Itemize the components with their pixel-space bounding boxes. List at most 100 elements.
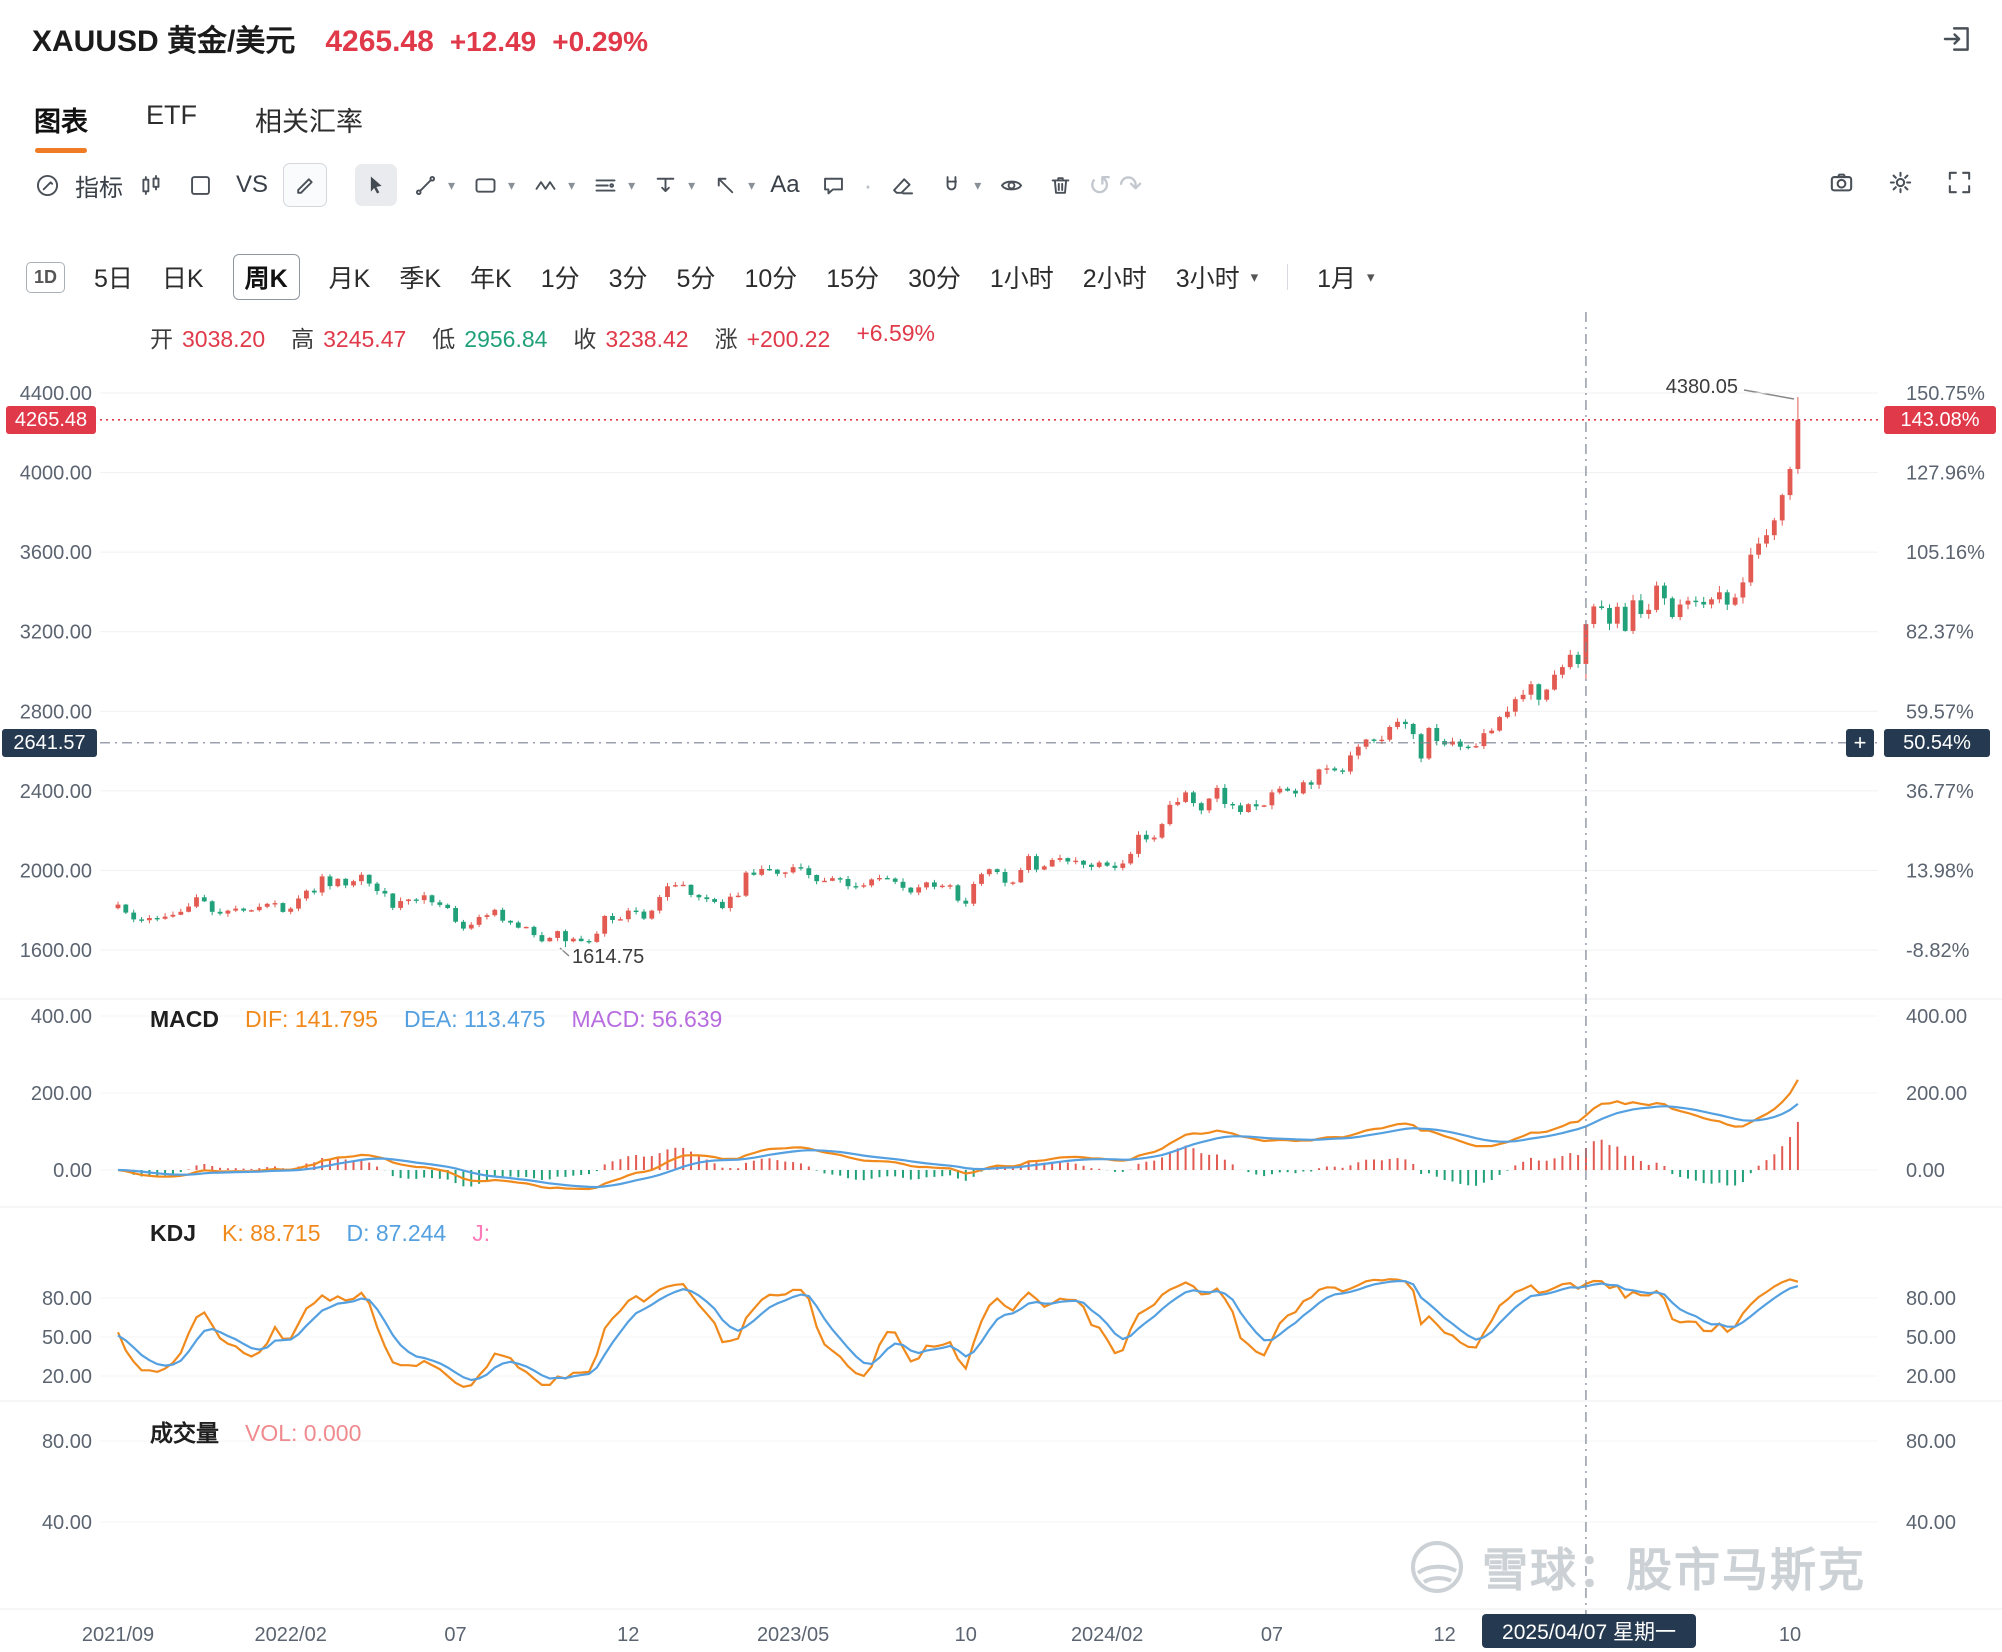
indicator-button[interactable]: [26, 164, 68, 206]
kdj-k-line: [116, 1278, 1799, 1388]
pct-axis-label: 36.77%: [1906, 781, 1974, 803]
close-label: 收: [573, 326, 597, 352]
delete-drawings-button[interactable]: [1039, 164, 1081, 206]
chevron-down-icon[interactable]: ▾: [448, 176, 456, 193]
chevron-down-icon[interactable]: ▾: [508, 176, 516, 193]
kdj-title[interactable]: KDJ: [150, 1220, 197, 1246]
fullscreen-button[interactable]: [1945, 168, 1974, 202]
chevron-down-icon[interactable]: ▾: [568, 176, 576, 193]
last-price-badge: 4265.48: [6, 406, 96, 434]
period-15min[interactable]: 15分: [826, 265, 880, 293]
vol-axis-label: 40.00: [1906, 1512, 1956, 1534]
watermark-text: 雪球：股市马斯克: [1482, 1544, 1866, 1596]
rectangle-icon: [475, 177, 496, 193]
macd-title[interactable]: MACD: [150, 1006, 219, 1032]
camera-icon: [1830, 173, 1853, 192]
visibility-toggle-button[interactable]: [990, 164, 1032, 206]
kdj-axis-label: 50.00: [42, 1327, 92, 1349]
eraser-tool-button[interactable]: [881, 164, 923, 206]
period-30min[interactable]: 30分: [908, 265, 961, 293]
vol-axis-label: 40.00: [42, 1512, 92, 1534]
macd-axis-label: 400.00: [31, 1006, 92, 1028]
cursor-icon: [370, 176, 382, 193]
period-quarterly[interactable]: 季K: [399, 265, 442, 293]
period-yearly[interactable]: 年K: [470, 265, 512, 293]
shape-tool-button[interactable]: [464, 164, 506, 206]
arrow-tool-button[interactable]: [704, 164, 746, 206]
candlestick-style-button[interactable]: [130, 164, 172, 206]
watermark: 雪球：股市马斯克: [1408, 1534, 1866, 1600]
price-axis-label: 2000.00: [20, 860, 92, 882]
parallel-lines-tool-button[interactable]: [584, 164, 626, 206]
expand-icon: [1948, 171, 1971, 194]
period-5d[interactable]: 5日: [94, 265, 133, 293]
chart-plot-area[interactable]: [100, 310, 1878, 1610]
chart-settings-button[interactable]: [1886, 168, 1915, 202]
export-icon[interactable]: [1940, 22, 1974, 56]
macd-dea-line: [117, 1103, 1799, 1189]
tab-etf[interactable]: ETF: [146, 100, 197, 130]
macd-dif-value: DIF: 141.795: [245, 1006, 378, 1032]
trendline-tool-button[interactable]: [404, 164, 446, 206]
low-annotation: 1614.75: [572, 946, 645, 968]
undo-button[interactable]: ↺: [1088, 169, 1112, 201]
crosshair-pct-badge: 50.54%: [1884, 729, 1990, 757]
price-axis-label: 2800.00: [20, 701, 92, 723]
tab-chart[interactable]: 图表: [34, 100, 88, 153]
redo-button[interactable]: ↷: [1118, 169, 1143, 201]
indicator-label[interactable]: 指标: [75, 174, 123, 202]
arrow-up-left-icon: [717, 177, 733, 193]
text-tool-button[interactable]: Aa: [770, 171, 800, 198]
chevron-down-icon[interactable]: ▾: [628, 176, 636, 193]
period-1h[interactable]: 1小时: [989, 265, 1054, 293]
period-3min[interactable]: 3分: [608, 265, 648, 293]
price-axis-label: 4000.00: [20, 463, 92, 485]
price-change-pct: +0.29%: [552, 26, 648, 57]
period-10min[interactable]: 10分: [744, 265, 798, 293]
draw-brush-button[interactable]: [283, 163, 328, 207]
chevron-down-icon[interactable]: ▾: [688, 176, 696, 193]
speech-bubble-icon: [824, 177, 843, 194]
cursor-tool-button[interactable]: [355, 164, 398, 206]
low-label: 低: [432, 326, 456, 352]
overlay-chart-button[interactable]: [179, 164, 221, 206]
range-1d-button[interactable]: 1D: [26, 261, 66, 293]
chevron-down-icon[interactable]: ▾: [748, 176, 756, 193]
period-3h[interactable]: 3小时: [1175, 265, 1240, 293]
low-value: 2956.84: [464, 326, 548, 352]
chevron-down-icon[interactable]: ▾: [1367, 269, 1375, 286]
chevron-down-icon[interactable]: ▾: [974, 176, 982, 193]
wave-tool-button[interactable]: [524, 164, 566, 206]
price-axis-label: 3200.00: [20, 622, 92, 644]
compare-vs-button[interactable]: VS: [236, 171, 269, 198]
macd-axis-label: 200.00: [1906, 1083, 1967, 1105]
period-1month-compare[interactable]: 1月: [1317, 265, 1357, 293]
volume-title[interactable]: 成交量: [150, 1420, 219, 1446]
x-axis-label: 10: [955, 1624, 977, 1646]
add-alert-button[interactable]: +: [1846, 729, 1874, 757]
period-weekly[interactable]: 周K: [232, 254, 300, 300]
magnet-tool-button[interactable]: [930, 164, 972, 206]
period-daily[interactable]: 日K: [161, 265, 204, 293]
period-2h[interactable]: 2小时: [1082, 265, 1147, 293]
period-5min[interactable]: 5分: [676, 265, 716, 293]
price-label-tool-button[interactable]: [644, 164, 686, 206]
ohlc-readout: 开 3038.20 高 3245.47 低 2956.84 收 3238.42 涨 +20…: [150, 320, 935, 354]
x-axis-label: 2023/05: [757, 1624, 829, 1646]
kdj-axis-label: 50.00: [1906, 1327, 1956, 1349]
pct-axis-label: 59.57%: [1906, 701, 1974, 723]
chevron-down-icon[interactable]: ▾: [1250, 269, 1259, 286]
comment-tool-button[interactable]: [813, 164, 855, 206]
x-axis-label: 2022/02: [255, 1624, 327, 1646]
screenshot-button[interactable]: [1827, 168, 1856, 202]
tab-related-rates[interactable]: 相关汇率: [255, 107, 363, 137]
open-value: 3038.20: [182, 326, 266, 352]
macd-axis-label: 0.00: [1906, 1160, 1945, 1182]
period-monthly[interactable]: 月K: [328, 265, 371, 293]
snowball-logo-icon: [1411, 1541, 1463, 1593]
period-1min[interactable]: 1分: [540, 265, 580, 293]
kdj-panel-header: KDJ K: 88.715 D: 87.244 J:: [150, 1220, 490, 1247]
open-label: 开: [150, 326, 173, 352]
price-axis-label: 2400.00: [20, 781, 92, 803]
